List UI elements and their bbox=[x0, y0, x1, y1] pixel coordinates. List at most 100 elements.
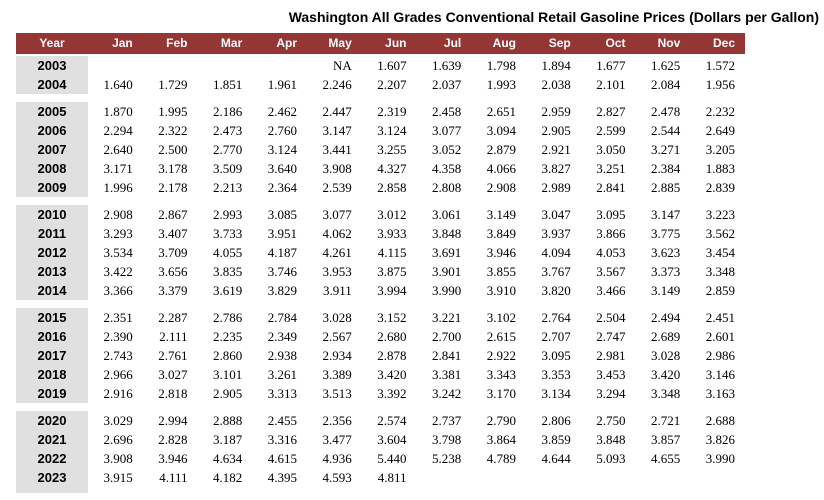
price-cell: 1.870 bbox=[103, 104, 133, 119]
price-cell: 3.567 bbox=[596, 264, 626, 279]
price-cell: 2.808 bbox=[432, 180, 462, 195]
price-cell: 3.820 bbox=[541, 283, 571, 298]
price-cell: 3.864 bbox=[486, 432, 516, 447]
price-cell: 2.858 bbox=[377, 180, 407, 195]
year-label: 2013 bbox=[16, 262, 88, 281]
price-cell: 3.855 bbox=[486, 264, 516, 279]
year-label: 2017 bbox=[16, 346, 88, 365]
price-cell: 4.115 bbox=[377, 245, 407, 260]
price-cell: 2.841 bbox=[432, 348, 462, 363]
year-group: 2005 1.870 1.995 2.186 2.462 2.447 2.319 2.458 2… bbox=[16, 102, 745, 197]
price-cell: 2.349 bbox=[267, 329, 297, 344]
price-cell: 3.656 bbox=[158, 264, 188, 279]
price-cell: 2.101 bbox=[596, 77, 626, 92]
price-cell: 2.888 bbox=[213, 413, 243, 428]
price-cell: 2.981 bbox=[596, 348, 626, 363]
table-title: Washington All Grades Conventional Retai… bbox=[288, 9, 819, 25]
price-cell: 3.124 bbox=[267, 142, 297, 157]
price-cell: 2.038 bbox=[541, 77, 571, 92]
price-cell: 2.364 bbox=[267, 180, 297, 195]
year-label: 2012 bbox=[16, 243, 88, 262]
price-cell: 2.922 bbox=[486, 348, 516, 363]
table-row: 2022 3.908 3.946 4.634 4.615 4.936 5.440 5.238 4… bbox=[16, 449, 745, 468]
price-cell: 3.223 bbox=[705, 207, 735, 222]
price-cell: 3.827 bbox=[541, 161, 571, 176]
price-cell: 2.384 bbox=[651, 161, 681, 176]
price-cell: 3.835 bbox=[213, 264, 243, 279]
table-row: 2009 1.996 2.178 2.213 2.364 2.539 2.858 2.808 2… bbox=[16, 178, 745, 197]
price-cell: 3.366 bbox=[103, 283, 133, 298]
price-cell: 4.655 bbox=[651, 451, 681, 466]
price-cell: 3.422 bbox=[103, 264, 133, 279]
year-label: 2015 bbox=[16, 308, 88, 327]
price-cell: 4.593 bbox=[322, 470, 352, 485]
price-cell: 2.770 bbox=[213, 142, 243, 157]
price-cell: 3.149 bbox=[486, 207, 516, 222]
price-cell: 2.111 bbox=[159, 329, 188, 344]
price-cell: 3.028 bbox=[651, 348, 681, 363]
price-cell: 2.806 bbox=[541, 413, 571, 428]
year-label: 2023 bbox=[16, 468, 88, 487]
year-label: 2005 bbox=[16, 102, 88, 121]
price-cell: 2.504 bbox=[596, 310, 626, 325]
price-cell: 2.986 bbox=[705, 348, 735, 363]
price-cell bbox=[417, 468, 472, 487]
price-cell: 2.689 bbox=[651, 329, 681, 344]
price-cell: 3.029 bbox=[103, 413, 133, 428]
year-label: 2016 bbox=[16, 327, 88, 346]
price-cell: 3.990 bbox=[432, 283, 462, 298]
month-column-header: Apr bbox=[276, 36, 297, 50]
price-cell: 2.500 bbox=[158, 142, 188, 157]
price-cell: 3.348 bbox=[651, 386, 681, 401]
price-cell: 3.221 bbox=[432, 310, 462, 325]
price-cell: 2.455 bbox=[267, 413, 297, 428]
price-cell: 3.050 bbox=[596, 142, 626, 157]
price-cell: 3.293 bbox=[103, 226, 133, 241]
year-column-footer-row bbox=[16, 487, 745, 493]
year-label: 2009 bbox=[16, 178, 88, 197]
year-label: 2004 bbox=[16, 75, 88, 94]
price-cell: 3.994 bbox=[377, 283, 407, 298]
price-cell: 3.407 bbox=[158, 226, 188, 241]
price-cell: 3.381 bbox=[432, 367, 462, 382]
price-cell: 2.356 bbox=[322, 413, 352, 428]
price-cell: 2.451 bbox=[705, 310, 735, 325]
price-cell: 3.875 bbox=[377, 264, 407, 279]
month-column-header: Jun bbox=[385, 36, 407, 50]
month-column-header: Oct bbox=[605, 36, 626, 50]
price-cell: 2.790 bbox=[486, 413, 516, 428]
price-cell: 3.101 bbox=[213, 367, 243, 382]
price-cell: 3.709 bbox=[158, 245, 188, 260]
price-cell: 1.729 bbox=[158, 77, 188, 92]
price-cell: 1.956 bbox=[705, 77, 735, 92]
month-column-header: Nov bbox=[657, 36, 681, 50]
month-column-header: Feb bbox=[166, 36, 188, 50]
table-row: 2019 2.916 2.818 2.905 3.313 3.513 3.392 3.242 3… bbox=[16, 384, 745, 403]
price-cell: 3.604 bbox=[377, 432, 407, 447]
price-cell: 2.649 bbox=[705, 123, 735, 138]
price-cell: 2.966 bbox=[103, 367, 133, 382]
price-cell: 2.878 bbox=[377, 348, 407, 363]
price-cell: 2.599 bbox=[596, 123, 626, 138]
price-cell: 3.373 bbox=[651, 264, 681, 279]
table-row: 2006 2.294 2.322 2.473 2.760 3.147 3.124 3.077 3… bbox=[16, 121, 745, 140]
price-cell: 2.747 bbox=[596, 329, 626, 344]
price-cell: 3.313 bbox=[267, 386, 297, 401]
month-column-header: Mar bbox=[220, 36, 243, 50]
table-row: 2018 2.966 3.027 3.101 3.261 3.389 3.420 3.381 3… bbox=[16, 365, 745, 384]
table-row: 2004 1.640 1.729 1.851 1.961 2.246 2.207 2.037 1… bbox=[16, 75, 745, 94]
price-cell: 3.047 bbox=[541, 207, 571, 222]
price-cell: 2.938 bbox=[267, 348, 297, 363]
price-cell: 3.178 bbox=[158, 161, 188, 176]
table-row: 2013 3.422 3.656 3.835 3.746 3.953 3.875 3.901 3… bbox=[16, 262, 745, 281]
price-cell: 1.961 bbox=[267, 77, 297, 92]
price-cell: 3.623 bbox=[651, 245, 681, 260]
price-cell: 3.915 bbox=[103, 470, 133, 485]
price-cell: 4.634 bbox=[213, 451, 243, 466]
price-cell: 1.995 bbox=[158, 104, 188, 119]
price-cell: 4.055 bbox=[213, 245, 243, 260]
price-cell: 2.294 bbox=[103, 123, 133, 138]
price-cell: 3.420 bbox=[651, 367, 681, 382]
price-cell: 1.993 bbox=[486, 77, 516, 92]
